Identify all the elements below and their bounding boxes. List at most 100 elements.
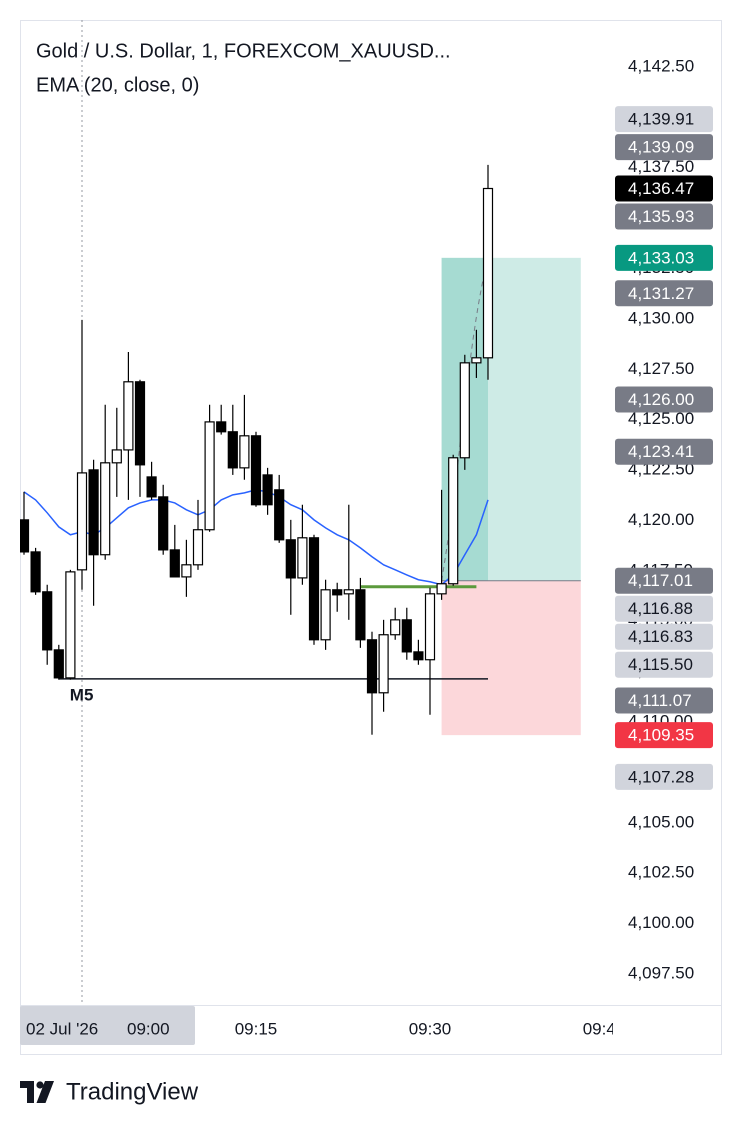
time-axis: 09:15 09:30 09:45 02 Jul '26 09:00	[20, 1006, 626, 1045]
price-badge	[615, 134, 713, 161]
candle-body	[76, 472, 88, 571]
price-badge	[615, 687, 713, 714]
price-badge	[615, 595, 713, 622]
candle-body	[169, 549, 180, 578]
y-tick-label: 4,105.00	[628, 812, 694, 831]
price-badge-label: 4,109.35	[628, 726, 694, 745]
y-tick-label: 4,130.00	[628, 308, 694, 327]
logo-shape	[36, 1081, 54, 1103]
price-badge	[615, 722, 713, 749]
candle-body	[436, 583, 447, 595]
price-badge-label: 4,131.27	[628, 284, 694, 303]
candle-body	[297, 537, 308, 579]
candle-body	[320, 589, 331, 641]
chart-title: Gold / U.S. Dollar, 1, FOREXCOM_XAUUSD..…	[36, 40, 451, 62]
price-badge	[615, 567, 713, 594]
x-tick-label: 09:30	[409, 1019, 452, 1038]
price-badge	[615, 203, 713, 230]
price-badge-label: 4,116.88	[628, 599, 693, 618]
price-badge-label: 4,139.09	[628, 138, 694, 157]
price-badge-label: 4,111.07	[628, 691, 692, 710]
crosshair-time-badge	[20, 1006, 195, 1045]
logo-shape	[20, 1081, 34, 1103]
candle-body	[239, 435, 250, 469]
candle-body	[111, 449, 122, 464]
price-badge-label: 4,107.28	[628, 767, 694, 786]
candle-body	[88, 469, 99, 556]
y-tick-label: 4,100.00	[628, 913, 694, 932]
indicator-legend: EMA (20, close, 0)	[36, 74, 199, 96]
candle-body	[204, 421, 215, 531]
price-badge	[615, 651, 713, 678]
price-badge-label: 4,135.93	[628, 207, 694, 226]
candle-body	[308, 537, 320, 641]
y-tick-label: 4,137.50	[628, 157, 694, 176]
x-tick-label: 09:45	[583, 1019, 626, 1038]
y-tick-label: 4,097.50	[628, 963, 694, 982]
stop-zone	[441, 580, 581, 736]
chart-frame	[20, 20, 722, 1055]
price-badge-label: 4,126.00	[628, 390, 694, 409]
candle-body	[227, 431, 238, 469]
candle-body	[366, 639, 378, 694]
price-badge-label: 4,115.50	[628, 655, 693, 674]
candle-body	[216, 421, 227, 433]
candle-body	[181, 564, 192, 578]
logo-dot	[36, 1081, 44, 1089]
price-badge-label: 4,117.01	[628, 571, 693, 590]
candle-body	[158, 496, 169, 551]
candle-body	[482, 187, 494, 359]
pane: M5	[20, 20, 581, 1005]
candle-body	[146, 476, 157, 498]
y-tick-label: 4,120.00	[628, 510, 694, 529]
price-badge	[615, 106, 713, 133]
price-badge	[615, 386, 713, 413]
price-axis: 4,097.504,100.004,102.504,105.004,107.50…	[615, 56, 713, 982]
candle-body	[262, 474, 273, 506]
candle-body	[378, 634, 389, 694]
candle-body	[413, 651, 424, 661]
price-badge	[615, 175, 713, 202]
x-tick-label: 09:15	[235, 1019, 278, 1038]
candle-body	[134, 381, 146, 466]
price-badge-label: 4,123.41	[628, 442, 694, 461]
candle-body	[20, 519, 30, 553]
price-badge	[615, 438, 713, 465]
candle-body	[448, 457, 459, 585]
candle-body	[53, 649, 64, 679]
candle-body	[274, 489, 285, 541]
candle-body	[390, 619, 401, 636]
candle-body	[30, 551, 41, 593]
price-badge	[615, 623, 713, 650]
candle-body	[285, 539, 296, 579]
y-tick-label: 4,102.50	[628, 863, 694, 882]
price-badge-label: 4,139.91	[628, 110, 694, 129]
crosshair-time: 09:00	[127, 1019, 170, 1038]
y-tick-label: 4,127.50	[628, 359, 694, 378]
price-badge	[615, 244, 713, 271]
brand-name: TradingView	[66, 1078, 199, 1105]
candle-body	[65, 571, 76, 679]
candle-body	[332, 589, 343, 596]
y-tick-label: 4,142.50	[628, 56, 694, 75]
brand-logo	[20, 1081, 54, 1103]
line-label: M5	[70, 685, 94, 704]
candle-body	[123, 381, 134, 451]
candle-body	[401, 619, 412, 653]
candle-body	[355, 589, 366, 641]
price-badge	[615, 280, 713, 307]
candle-body	[42, 591, 53, 651]
candle-body	[424, 593, 436, 661]
candle-body	[471, 357, 482, 364]
candle-body	[100, 462, 111, 556]
candle-body	[250, 435, 262, 506]
price-badge-label: 4,136.47	[628, 179, 694, 198]
crosshair-date: 02 Jul '26	[26, 1019, 98, 1038]
candle-body	[343, 589, 354, 595]
price-badge-label: 4,133.03	[628, 248, 694, 267]
candle-body	[192, 529, 204, 566]
price-badge	[615, 763, 713, 790]
